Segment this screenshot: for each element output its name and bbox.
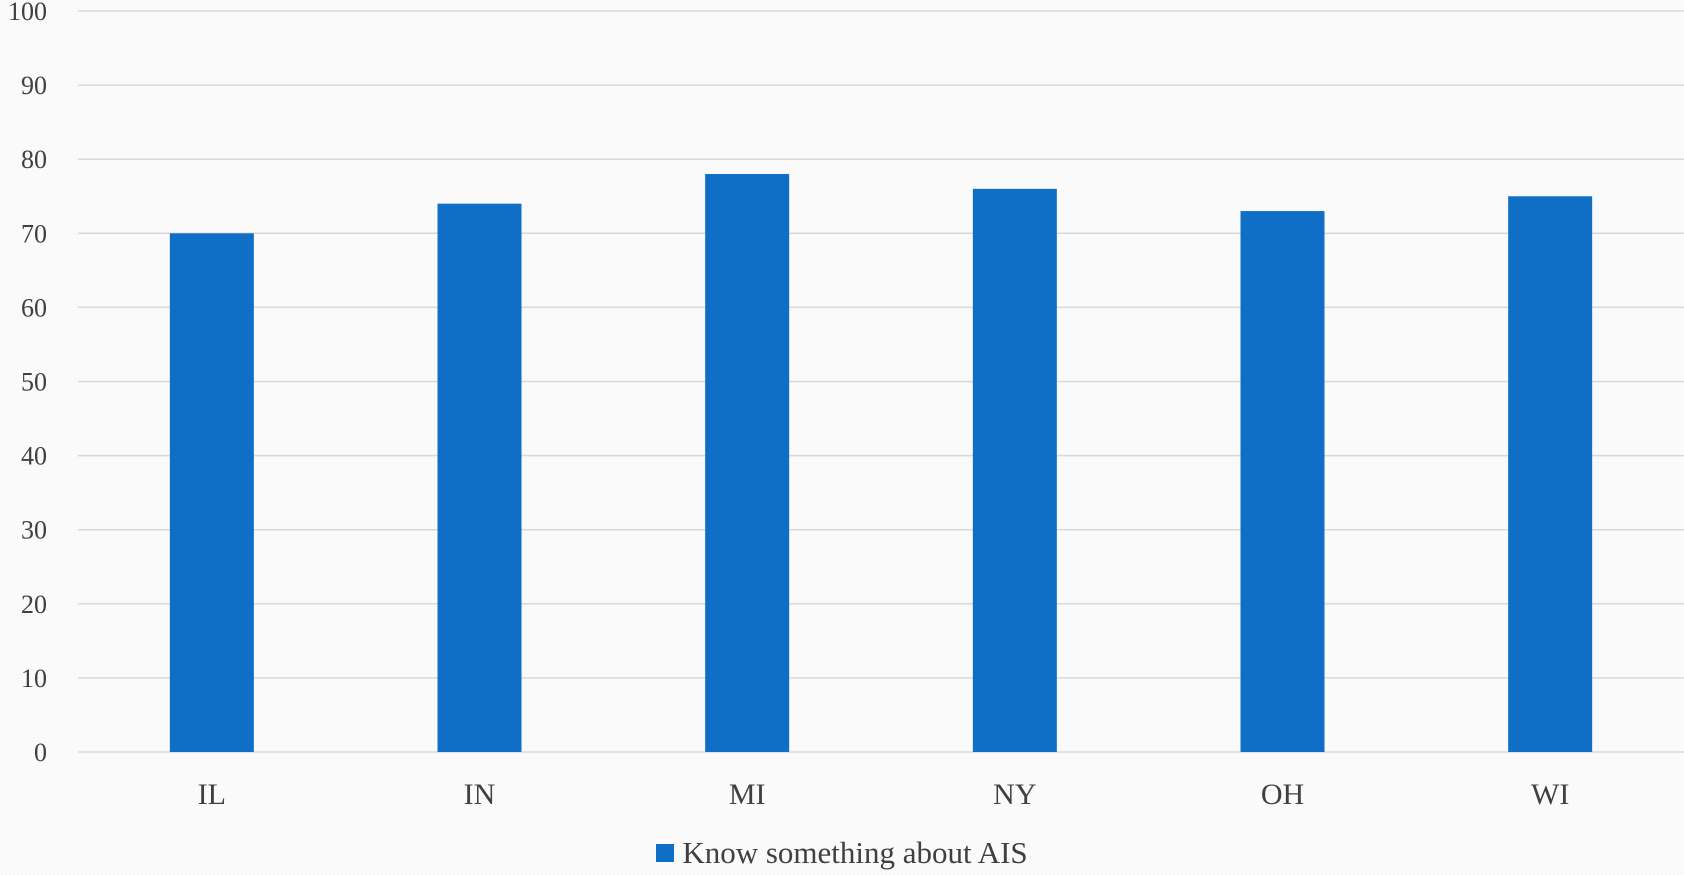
y-tick-label: 90 (21, 71, 47, 100)
y-tick-label: 80 (21, 145, 47, 174)
x-tick-label: IN (464, 778, 496, 811)
y-tick-label: 0 (34, 738, 47, 767)
y-tick-label: 20 (21, 590, 47, 619)
y-tick-label: 50 (21, 368, 47, 397)
y-tick-label: 40 (21, 442, 47, 471)
y-tick-label: 70 (21, 219, 47, 248)
bar-mi (705, 174, 790, 752)
y-tick-label: 60 (21, 293, 47, 322)
legend-label: Know something about AIS (682, 835, 1028, 870)
x-tick-label: MI (729, 778, 766, 811)
y-tick-label: 100 (8, 0, 47, 26)
x-tick-label: NY (993, 778, 1036, 811)
bars (169, 174, 1593, 753)
bar-ny (972, 188, 1057, 753)
y-tick-label: 30 (21, 516, 47, 545)
legend-swatch (656, 843, 675, 862)
bar-oh (1240, 211, 1325, 752)
gridlines (78, 10, 1684, 753)
y-tick-label: 10 (21, 664, 47, 693)
bar-in (437, 203, 522, 752)
bar-wi (1508, 196, 1593, 752)
x-tick-label: IL (198, 778, 226, 811)
legend: Know something about AIS (0, 835, 1684, 871)
x-tick-label: OH (1261, 778, 1304, 811)
bar-il (169, 233, 254, 753)
x-tick-label: WI (1531, 778, 1569, 811)
y-axis-ticks: 0 10 20 30 40 50 60 70 80 90 100 (8, 0, 47, 767)
x-axis-ticks: IL IN MI NY OH WI (198, 778, 1570, 811)
